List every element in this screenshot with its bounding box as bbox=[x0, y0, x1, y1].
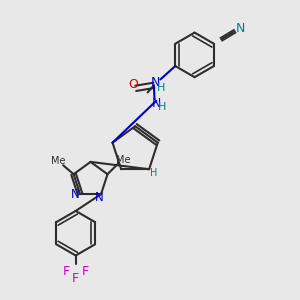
Text: F: F bbox=[72, 272, 79, 285]
Text: N: N bbox=[236, 22, 245, 35]
Text: H: H bbox=[158, 102, 166, 112]
Text: F: F bbox=[63, 266, 70, 278]
Text: N: N bbox=[152, 97, 161, 110]
Text: N: N bbox=[150, 76, 160, 89]
Text: O: O bbox=[128, 78, 138, 91]
Text: N: N bbox=[71, 188, 80, 201]
Text: Me: Me bbox=[116, 155, 130, 165]
Text: Me: Me bbox=[51, 156, 65, 166]
Text: H: H bbox=[150, 168, 157, 178]
Text: H: H bbox=[157, 83, 165, 93]
Text: F: F bbox=[82, 266, 89, 278]
Text: N: N bbox=[95, 190, 104, 204]
